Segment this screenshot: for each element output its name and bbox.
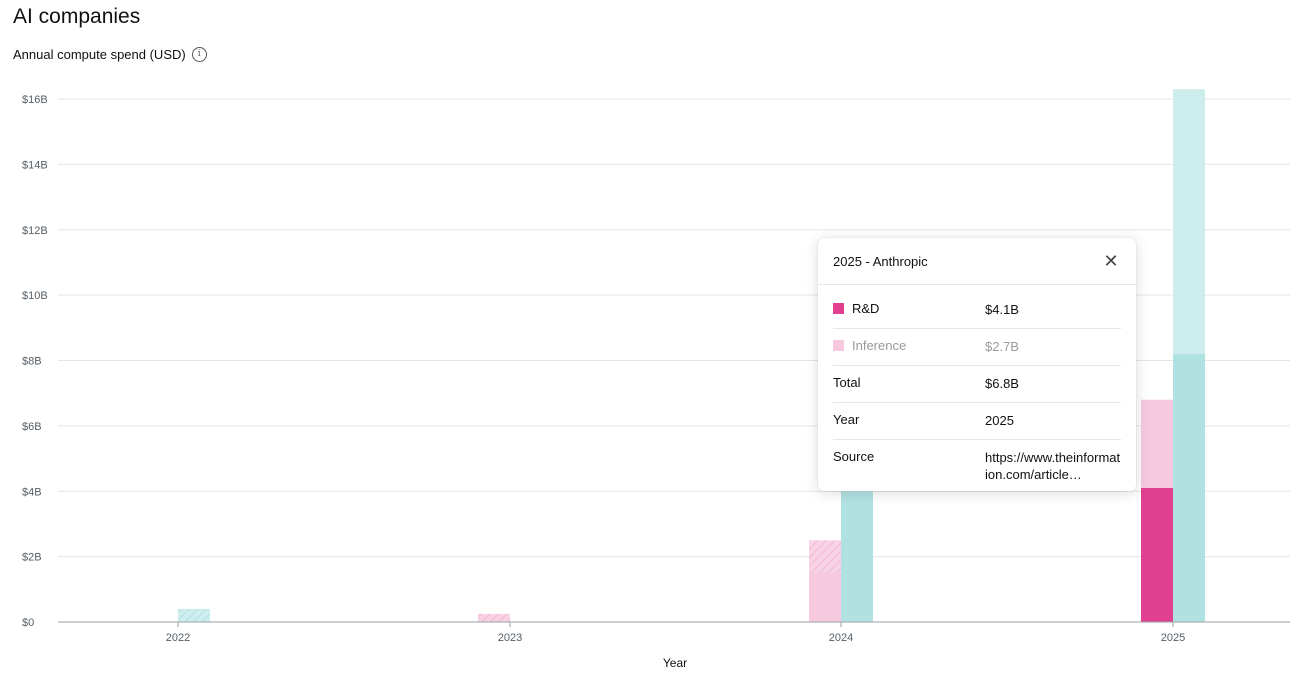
x-axis: 2022 2023 2024 2025	[58, 621, 1290, 644]
page-title: AI companies	[13, 5, 141, 28]
tooltip-key: R&D	[833, 301, 985, 316]
tooltip-key: Total	[833, 375, 985, 390]
tooltip-row-year: Year 2025	[833, 403, 1121, 440]
bar-segment-2024-teal[interactable]	[841, 491, 873, 622]
bars	[178, 89, 1205, 622]
y-tick-label: $14B	[22, 159, 48, 171]
tooltip-title: 2025 - Anthropic	[833, 253, 928, 269]
bar-segment-2025-rd[interactable]	[1141, 487, 1173, 622]
close-icon[interactable]: ✕	[1103, 251, 1119, 271]
tooltip-value: 2025	[985, 413, 1014, 428]
tooltip-key: Inference	[833, 338, 985, 353]
tooltip-row-rd: R&D $4.1B	[833, 292, 1121, 329]
tooltip-row-inference: Inference $2.7B	[833, 329, 1121, 366]
tooltip-key: Year	[833, 412, 985, 427]
bar-segment-2025-teal-light[interactable]	[1173, 89, 1205, 354]
inference-swatch-icon	[833, 340, 844, 351]
chart-subtitle: Annual compute spend (USD)	[13, 47, 186, 62]
y-tick-label: $16B	[22, 94, 48, 106]
bar-segment-2024-inference[interactable]	[809, 572, 841, 622]
y-tick-label: $0	[22, 617, 34, 629]
tooltip-label: Source	[833, 449, 875, 464]
x-axis-title: Year	[663, 656, 687, 670]
y-tick-label: $6B	[22, 421, 42, 433]
tooltip-label: Inference	[852, 338, 907, 353]
bar-segment-2022-teal-hatched[interactable]	[178, 608, 210, 622]
tooltip-label: Year	[833, 412, 860, 427]
tooltip-value: $4.1B	[985, 302, 1019, 317]
y-tick-label: $8B	[22, 356, 42, 368]
x-tick-label: 2025	[1161, 632, 1185, 644]
tooltip-body: R&D $4.1B Inference $2.7B Total $6.8B Ye…	[818, 285, 1136, 493]
y-tick-label: $4B	[22, 486, 42, 498]
y-tick-label: $10B	[22, 290, 48, 302]
rd-swatch-icon	[833, 303, 844, 314]
tooltip-card: 2025 - Anthropic ✕ R&D $4.1B Inference $…	[818, 238, 1136, 491]
tooltip-value: $2.7B	[985, 339, 1019, 354]
y-tick-label: $12B	[22, 225, 48, 237]
tooltip-row-source: Source https://www.theinformation.com/ar…	[833, 440, 1121, 493]
tooltip-row-total: Total $6.8B	[833, 366, 1121, 403]
tooltip-header: 2025 - Anthropic ✕	[818, 238, 1136, 285]
tooltip-value: $6.8B	[985, 376, 1019, 391]
x-tick-label: 2023	[498, 632, 522, 644]
y-tick-label: $2B	[22, 552, 42, 564]
bar-segment-2023-pink-hatched[interactable]	[478, 613, 510, 622]
info-icon[interactable]: i	[191, 47, 207, 62]
x-tick-label: 2022	[166, 632, 190, 644]
chart-subtitle-row: Annual compute spend (USD) i	[13, 47, 207, 62]
tooltip-label: Total	[833, 375, 861, 390]
tooltip-key: Source	[833, 449, 985, 464]
bar-segment-2024-pink-hatched[interactable]	[809, 540, 841, 573]
source-link[interactable]: https://www.theinformation.com/article…	[985, 450, 1121, 482]
tooltip-value: https://www.theinformation.com/article…	[985, 449, 1121, 483]
bar-segment-2025-inference[interactable]	[1141, 399, 1173, 488]
x-tick-label: 2024	[829, 632, 853, 644]
tooltip-label: R&D	[852, 301, 880, 316]
bar-segment-2025-teal[interactable]	[1173, 353, 1205, 622]
